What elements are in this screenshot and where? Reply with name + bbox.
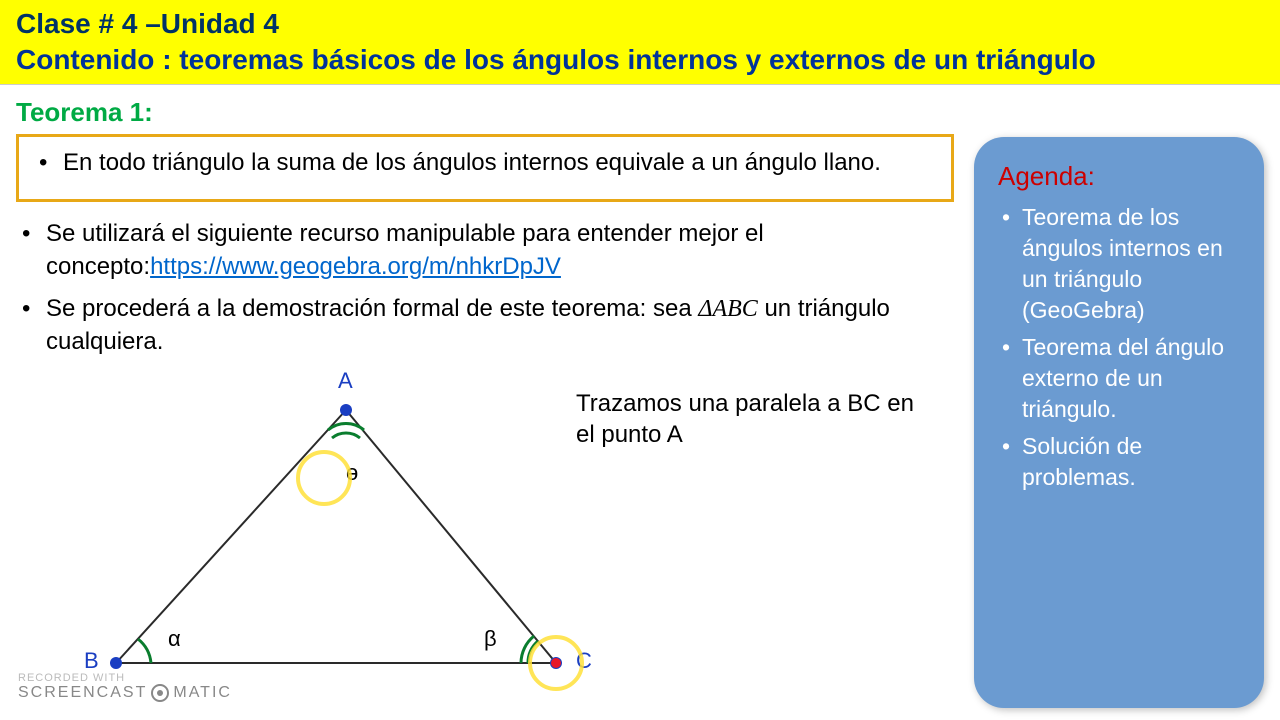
proof-text-pre: Se procederá a la demostración formal de… (46, 295, 698, 322)
watermark-circle-icon (151, 684, 169, 702)
content-subtitle: Contenido : teoremas básicos de los ángu… (16, 44, 1264, 76)
label-alpha: α (168, 626, 181, 651)
resource-bullet: Se utilizará el siguiente recurso manipu… (46, 218, 954, 283)
watermark-right: MATIC (173, 684, 232, 702)
side-ab (116, 410, 346, 663)
vertex-b (110, 657, 122, 669)
cursor-highlight-a (298, 452, 350, 504)
left-column: Teorema 1: En todo triángulo la suma de … (16, 97, 954, 708)
diagram-note: Trazamos una paralela a BC en el punto A (576, 388, 936, 450)
class-title: Clase # 4 –Unidad 4 (16, 8, 1264, 40)
vertex-a (340, 404, 352, 416)
agenda-title: Agenda: (998, 161, 1244, 192)
watermark-small: RECORDED WITH (18, 672, 232, 684)
theorem-statement: En todo triángulo la suma de los ángulos… (63, 147, 937, 179)
agenda-item: Solución de problemas. (998, 431, 1244, 493)
theorem-box: En todo triángulo la suma de los ángulos… (16, 134, 954, 202)
proof-math: ΔABC (698, 296, 757, 322)
label-a: A (338, 368, 353, 393)
watermark: RECORDED WITH SCREENCAST MATIC (18, 672, 232, 702)
agenda-item: Teorema de los ángulos internos en un tr… (998, 202, 1244, 326)
geogebra-link[interactable]: https://www.geogebra.org/m/nhkrDpJV (150, 253, 561, 280)
arc-a-inner (332, 433, 360, 438)
side-ac (346, 410, 556, 663)
proof-bullet: Se procederá a la demostración formal de… (46, 293, 954, 358)
agenda-list: Teorema de los ángulos internos en un tr… (998, 202, 1244, 493)
arc-b (138, 639, 151, 663)
watermark-left: SCREENCAST (18, 684, 147, 702)
agenda-box: Agenda: Teorema de los ángulos internos … (974, 137, 1264, 708)
theorem-label: Teorema 1: (16, 97, 954, 128)
triangle-diagram: A B C α β ɵ Trazamos una paralela a BC e… (16, 368, 954, 708)
watermark-brand: SCREENCAST MATIC (18, 684, 232, 702)
label-b: B (84, 648, 99, 673)
cursor-dot (551, 658, 561, 668)
label-beta: β (484, 626, 497, 651)
triangle-svg: A B C α β ɵ (16, 368, 616, 698)
header-banner: Clase # 4 –Unidad 4 Contenido : teoremas… (0, 0, 1280, 85)
agenda-item: Teorema del ángulo externo de un triángu… (998, 332, 1244, 425)
main-area: Teorema 1: En todo triángulo la suma de … (0, 85, 1280, 720)
